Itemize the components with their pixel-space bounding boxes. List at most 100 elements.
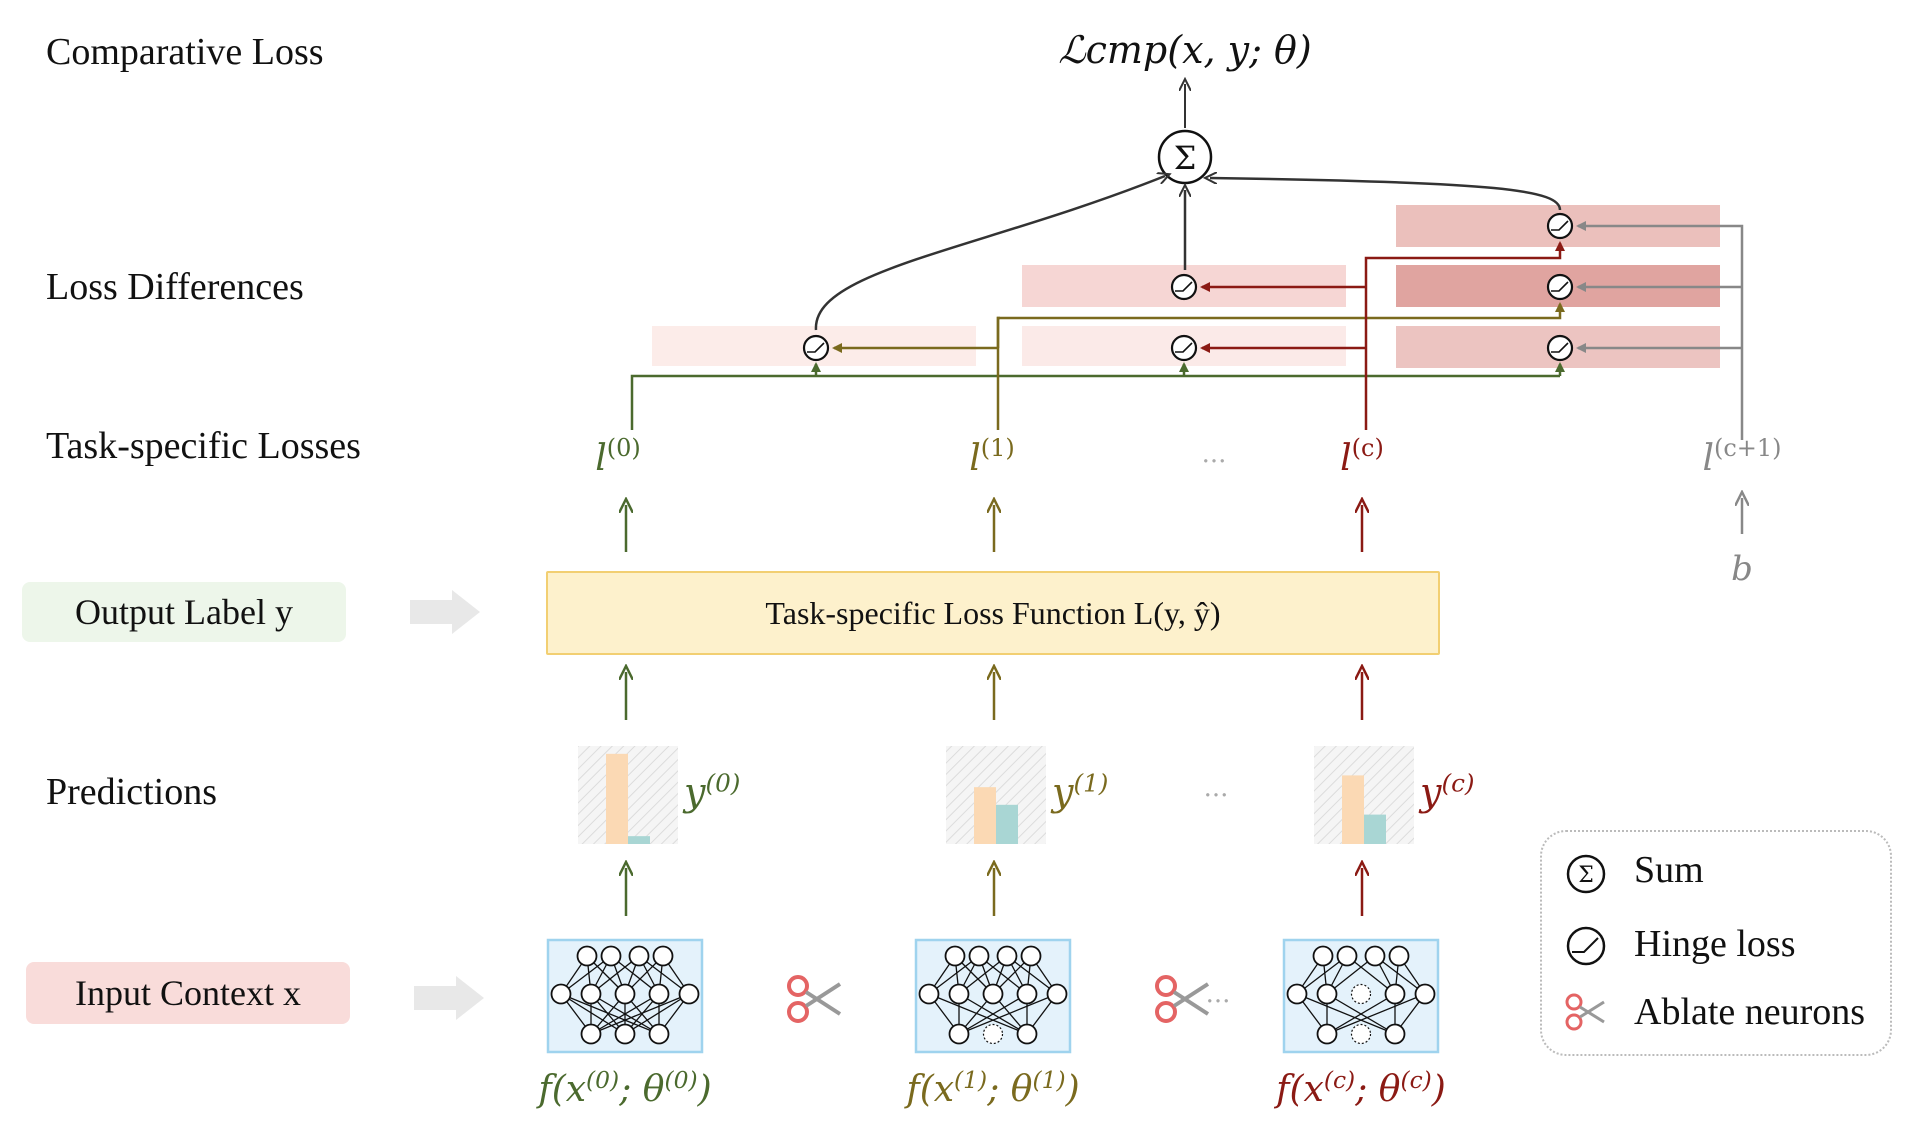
scissors-icon-2 <box>1155 975 1210 1023</box>
scissors-icon <box>1565 993 1605 1031</box>
neuron <box>948 983 970 1005</box>
output-label-arrow <box>410 590 480 634</box>
neuron <box>652 945 674 967</box>
sum-icon: Σ <box>1566 854 1606 894</box>
neuron <box>648 983 670 1005</box>
prediction-ellipsis: ... <box>1204 773 1229 803</box>
prediction-label-1: y(1) <box>1052 768 1109 814</box>
neuron <box>580 1023 602 1045</box>
neuron <box>1388 945 1410 967</box>
neuron <box>1336 945 1358 967</box>
neuron <box>1286 983 1308 1005</box>
hinge-nodes <box>802 212 1574 362</box>
legend-ablate-label: Ablate neurons <box>1634 991 1866 1033</box>
input-context-text: Input Context x <box>75 973 301 1013</box>
neuron <box>678 983 700 1005</box>
sum-inputs <box>814 176 1562 331</box>
neuron <box>576 945 598 967</box>
neuron <box>614 1023 636 1045</box>
legend: Σ Sum Hinge loss Ablate neurons <box>1540 830 1892 1056</box>
neuron <box>996 945 1018 967</box>
prediction-label-0: y(0) <box>684 768 741 814</box>
neuron <box>1414 983 1436 1005</box>
hinge-node <box>1546 212 1574 240</box>
ablated-neuron <box>982 1023 1004 1045</box>
loss-label-0: l(0) <box>595 434 641 479</box>
bias-label: b <box>1731 549 1753 589</box>
loss-label-1: l(1) <box>969 434 1015 479</box>
prediction-bar <box>1342 775 1364 844</box>
row-label-predictions: Predictions <box>46 771 217 813</box>
prediction-chart <box>578 746 678 844</box>
neuron <box>600 945 622 967</box>
neuron <box>968 945 990 967</box>
prediction-label-c: y(c) <box>1420 768 1475 814</box>
model-label-1: f(x(1); θ(1)) <box>906 1066 1080 1110</box>
prediction-chart <box>946 746 1046 844</box>
hinge-node <box>1546 334 1574 362</box>
loss-function-box: Task-specific Loss Function L(y, ŷ) <box>546 571 1440 655</box>
model-network <box>914 938 1072 1054</box>
svg-text:Σ: Σ <box>1578 863 1594 888</box>
model-networks <box>546 938 1440 1054</box>
neuron <box>982 983 1004 1005</box>
neuron <box>580 983 602 1005</box>
model-network <box>546 938 704 1054</box>
green-connections <box>630 362 1565 430</box>
legend-sum-label: Sum <box>1634 849 1704 891</box>
neuron <box>1016 1023 1038 1045</box>
neuron <box>918 983 940 1005</box>
neuron <box>1384 1023 1406 1045</box>
pill-arrows <box>410 590 484 1020</box>
hinge-node <box>1170 334 1198 362</box>
olive-connections <box>832 302 1565 430</box>
hinge-icon <box>1566 926 1606 966</box>
neuron <box>948 1023 970 1045</box>
row-label-task-specific-losses: Task-specific Losses <box>46 425 361 467</box>
row-label-comparative-loss: Comparative Loss <box>46 31 324 73</box>
scissors-icon-1 <box>787 975 842 1023</box>
prediction-charts <box>578 746 1414 844</box>
prediction-bar <box>1364 814 1386 844</box>
model-ellipsis: ... <box>1206 979 1231 1009</box>
neuron <box>614 983 636 1005</box>
objective-label: ℒcmp(x, y; θ) <box>1058 28 1311 72</box>
neuron <box>628 945 650 967</box>
sum-node: Σ <box>1157 129 1213 185</box>
neuron <box>1312 945 1334 967</box>
model-label-c: f(x(c); θ(c)) <box>1276 1066 1446 1110</box>
neuron <box>1384 983 1406 1005</box>
neuron <box>1364 945 1386 967</box>
model-network <box>1282 938 1440 1054</box>
arrows-models-to-predictions <box>626 868 1362 916</box>
input-context-pill: Input Context x <box>26 962 350 1024</box>
loss-label-c-plus-1: l(c+1) <box>1702 434 1781 479</box>
ablated-neuron <box>1350 1023 1372 1045</box>
sum-symbol: Σ <box>1174 139 1197 177</box>
prediction-bar <box>996 804 1018 844</box>
output-label-pill: Output Label y <box>22 582 346 642</box>
hinge-node <box>802 334 830 362</box>
prediction-bar <box>606 753 628 844</box>
gray-connections <box>1576 221 1744 440</box>
neuron <box>550 983 572 1005</box>
neuron <box>1016 983 1038 1005</box>
neuron <box>1316 983 1338 1005</box>
prediction-bar <box>974 787 996 844</box>
loss-ellipsis: ... <box>1202 439 1227 469</box>
loss-label-c: l(c) <box>1340 434 1384 479</box>
prediction-bar <box>628 836 650 844</box>
neuron <box>1316 1023 1338 1045</box>
legend-hinge-label: Hinge loss <box>1634 923 1796 965</box>
neuron <box>1046 983 1068 1005</box>
model-label-0: f(x(0); θ(0)) <box>538 1066 712 1110</box>
row-label-loss-differences: Loss Differences <box>46 266 304 308</box>
loss-function-label: Task-specific Loss Function L(y, ŷ) <box>765 594 1221 631</box>
input-context-arrow <box>414 976 484 1020</box>
red-connections <box>1200 241 1565 430</box>
hinge-node <box>1546 273 1574 301</box>
prediction-chart <box>1314 746 1414 844</box>
hinge-node <box>1170 273 1198 301</box>
output-label-text: Output Label y <box>75 592 293 632</box>
